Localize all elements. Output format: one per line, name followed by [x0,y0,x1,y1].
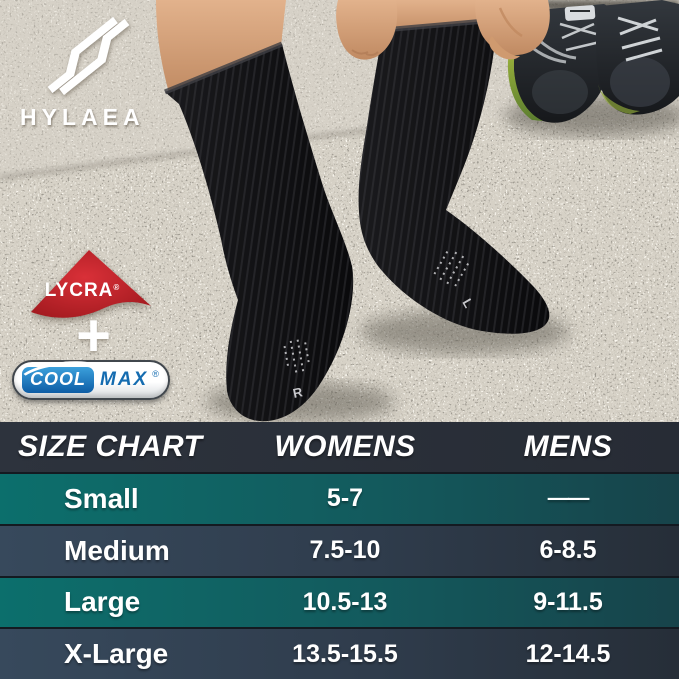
mens-value: 12-14.5 [525,639,611,668]
lycra-badge: LYCRA® [24,247,156,327]
hylaea-logo-icon [47,16,130,96]
brand-block: HYLAEA [20,10,170,131]
right-sock: L [358,17,550,334]
lycra-triangle-icon [31,250,151,318]
right-shoe-laces [617,16,663,62]
left-sock-letter: R [292,384,305,401]
heel-tab [564,5,596,21]
size-label: Large [64,586,141,618]
left-shoe-laces [559,22,601,52]
coolmax-cool-text: COOL [30,369,86,389]
coolmax-registered-mark: ® [152,369,159,379]
left-sock: R [164,41,354,422]
coolmax-max-text: MAX [100,369,149,390]
coolmax-badge: COOL MAX ® [12,356,170,400]
size-label: Medium [64,534,170,566]
header-womens: WOMENS [274,430,416,463]
header-size-chart: SIZE CHART [18,430,203,463]
product-photo: R L [0,0,679,422]
photo-scene: R L [0,0,679,422]
coolmax-swoosh-icon [15,356,109,400]
womens-value: 10.5-13 [302,587,388,616]
coolmax-cool-box: COOL [15,356,109,400]
left-sock-arch-marks [283,339,311,373]
size-chart-row-small: Small 5-7 ── [0,472,679,524]
womens-value: 5-7 [326,484,364,513]
right-sock-arch-marks [433,251,470,288]
mens-value: 9-11.5 [533,587,603,616]
left-sock-cuff [164,41,283,95]
header-mens: MENS [523,430,613,463]
size-chart-row-medium: Medium 7.5-10 6-8.5 [0,523,679,576]
size-chart-row-large: Large 10.5-13 9-11.5 [0,575,679,628]
size-label: X-Large [64,638,169,670]
womens-value: 13.5-15.5 [292,639,398,668]
left-hand [336,0,398,60]
size-chart-header-row: SIZE CHART WOMENS MENS [0,422,679,472]
size-chart-row-xlarge: X-Large 13.5-15.5 12-14.5 [0,627,679,679]
lycra-registered-mark: ® [113,283,120,292]
right-hand [475,0,550,60]
lycra-label: LYCRA® [24,280,140,302]
right-shoe-sole [598,84,640,114]
womens-value: 7.5-10 [309,536,381,565]
thumb [489,36,520,60]
lycra-wordmark: LYCRA [44,280,114,301]
plus-icon: + [76,302,112,369]
size-label: Small [64,482,139,514]
mens-value: 6-8.5 [539,536,597,565]
mens-value-dash: ── [547,481,590,515]
size-chart-table: SIZE CHART WOMENS MENS Small 5-7 ── Medi… [0,422,679,679]
brand-name: HYLAEA [20,104,145,130]
